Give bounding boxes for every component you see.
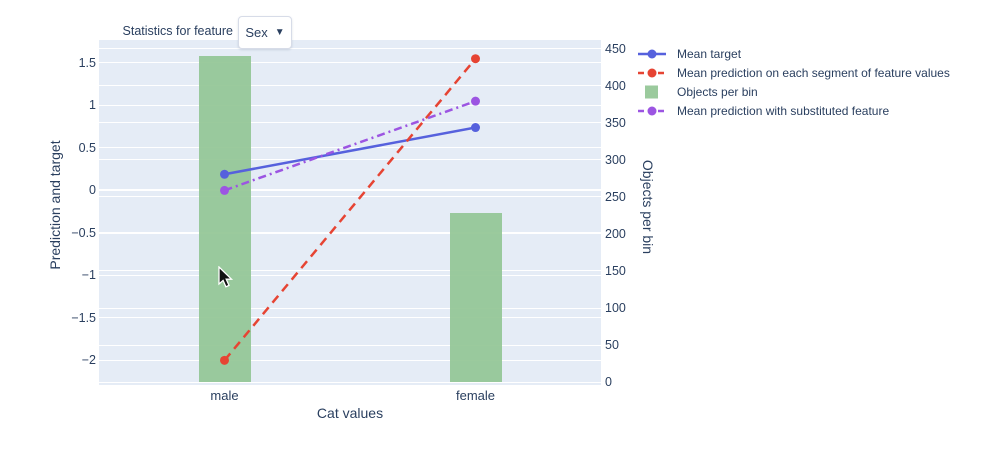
- right-axis-tick-label: 250: [605, 189, 626, 204]
- legend-label: Objects per bin: [677, 84, 758, 99]
- grid-line: [99, 344, 601, 346]
- legend-label: Mean target: [677, 46, 742, 61]
- right-axis-title: Objects per bin: [640, 159, 656, 255]
- right-axis-tick-label: 450: [605, 41, 626, 56]
- right-axis-tick-label: 150: [605, 263, 626, 278]
- grid-line: [99, 359, 601, 361]
- x-axis-tick-label: female: [455, 388, 496, 403]
- right-axis-tick-label: 50: [605, 338, 619, 353]
- series-line: [224, 100, 476, 192]
- left-axis-tick-label: 1.5: [78, 55, 96, 70]
- right-axis-tick-label: 100: [605, 301, 626, 315]
- legend-item[interactable]: Mean prediction with substituted feature: [637, 101, 950, 120]
- x-axis-tick-label: male: [210, 388, 239, 403]
- left-axis-tick-label: −1.5: [71, 310, 96, 325]
- x-axis-title: Cat values: [316, 405, 384, 421]
- series-line: [224, 126, 476, 176]
- grid-line: [99, 317, 601, 319]
- grid-line: [99, 122, 601, 124]
- grid-line: [99, 307, 601, 309]
- grid-line: [99, 270, 601, 272]
- series-line: [223, 57, 477, 362]
- grid-line: [99, 381, 601, 383]
- legend-marker-icon: [638, 106, 666, 115]
- data-point-marker: [471, 96, 480, 106]
- grid-line: [99, 159, 601, 161]
- grid-line: [99, 232, 601, 234]
- legend-item[interactable]: Objects per bin: [637, 82, 950, 101]
- grid-line: [99, 62, 601, 64]
- left-axis-tick-label: −0.5: [71, 225, 96, 240]
- grid-line: [99, 147, 601, 149]
- line-series-layer: [220, 54, 480, 365]
- left-axis-tick-label: 0: [89, 183, 96, 198]
- left-axis-title: Prediction and target: [47, 140, 63, 270]
- right-axis-tick-label: 200: [605, 226, 626, 241]
- legend-label: Mean prediction with substituted feature: [677, 103, 890, 118]
- right-axis-tick-label: 350: [605, 115, 626, 130]
- grid-line: [99, 189, 601, 192]
- legend-item[interactable]: Mean target: [637, 44, 950, 63]
- grid-line: [99, 48, 601, 50]
- left-axis-tick-label: 0.5: [78, 140, 96, 155]
- data-point-marker: [471, 123, 480, 133]
- left-axis-tick-label: −2: [81, 353, 96, 368]
- left-axis-tick-label: −1: [81, 268, 96, 283]
- legend-marker-icon: [638, 68, 666, 77]
- right-axis-tick-label: 0: [605, 375, 612, 390]
- grid-line: [99, 274, 601, 276]
- right-axis-tick-label: 400: [605, 78, 626, 93]
- feature-dropdown[interactable]: Sex ▼: [238, 16, 292, 49]
- grid-line: [99, 85, 601, 87]
- legend-label: Mean prediction on each segment of featu…: [677, 65, 950, 80]
- legend-marker-icon: [645, 85, 658, 98]
- legend-item[interactable]: Mean prediction on each segment of featu…: [637, 63, 950, 82]
- bar-male[interactable]: [198, 56, 251, 383]
- grid-line: [99, 233, 601, 235]
- bar-female[interactable]: [449, 213, 502, 383]
- left-axis-tick-label: 1: [89, 98, 96, 113]
- grid-line: [99, 104, 601, 106]
- feature-dropdown-value: Sex: [245, 25, 268, 40]
- legend: Mean target Mean prediction on each segme…: [637, 44, 950, 120]
- dropdown-label: Statistics for feature: [122, 24, 233, 38]
- dropdown-caret-icon: ▼: [274, 27, 285, 38]
- right-axis-tick-label: 300: [605, 152, 626, 167]
- data-point-marker: [471, 54, 480, 64]
- grid-line: [99, 196, 601, 198]
- legend-marker-icon: [638, 49, 666, 58]
- plot-area[interactable]: [99, 40, 601, 385]
